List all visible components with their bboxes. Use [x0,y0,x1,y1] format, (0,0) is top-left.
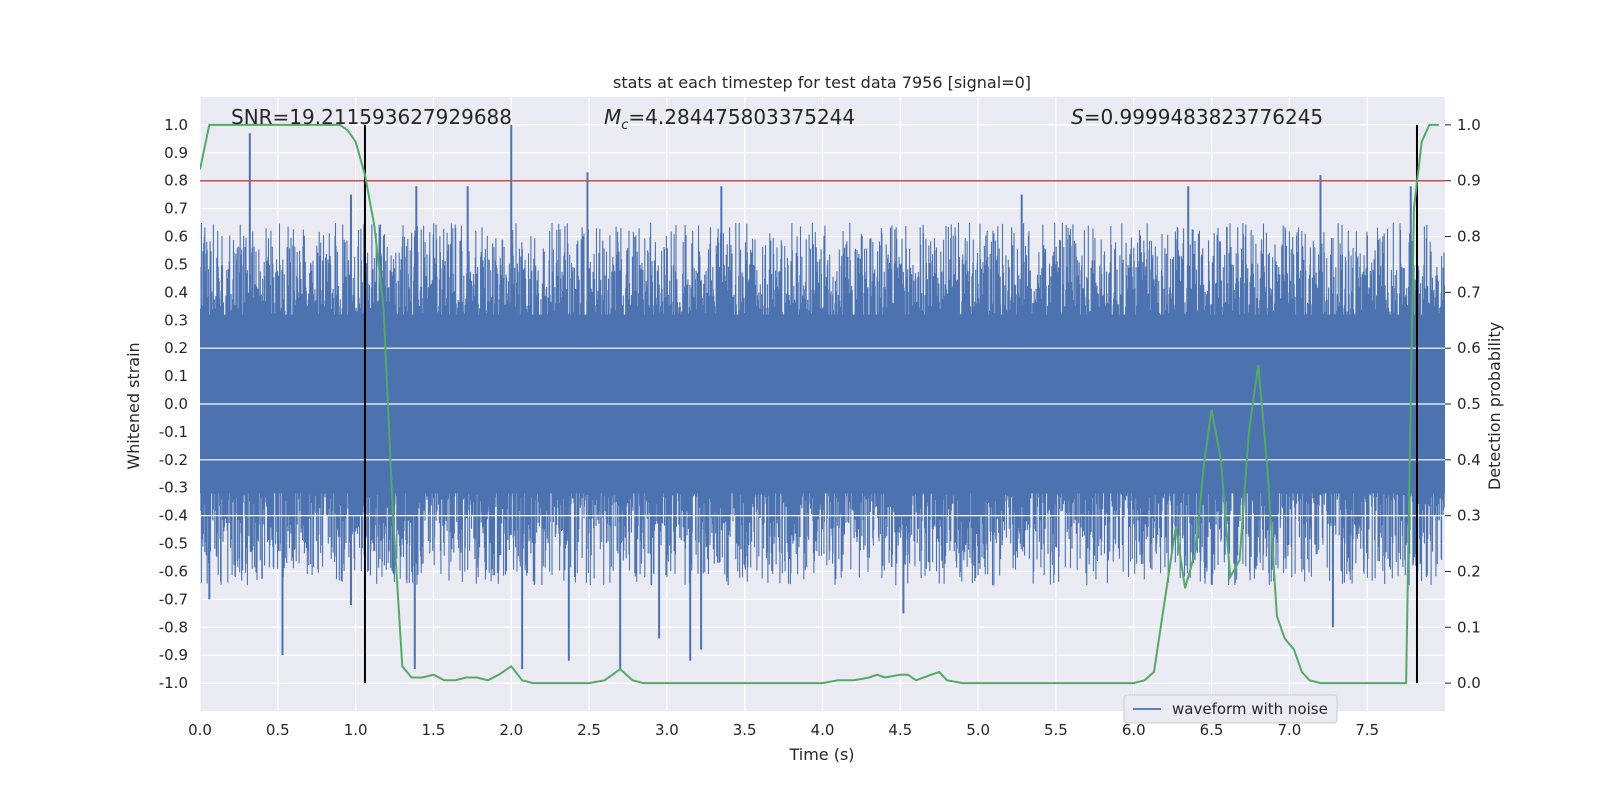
y-right-tick-label: 0.0 [1457,674,1481,692]
y-right-tick-label: 1.0 [1457,116,1481,134]
x-tick-label: 7.0 [1277,721,1301,739]
y-left-tick-label: 0.1 [164,367,188,385]
x-tick-label: 3.0 [655,721,679,739]
probability-series [200,123,1439,685]
y-right-tick-label: 0.9 [1457,172,1481,190]
legend: waveform with noise [1123,694,1338,724]
legend-box [1123,694,1338,724]
x-tick-label: 2.5 [577,721,601,739]
y-left-tick-label: 0.8 [164,172,188,190]
snr-annotation: SNR=19.211593627929688 [231,105,512,129]
x-tick-label: 1.5 [422,721,446,739]
x-axis-label: Time (s) [788,745,854,764]
y-axis-left-label: Whitened strain [124,342,143,469]
y-left-tick-label: 0.2 [164,339,188,357]
x-tick-label: 2.0 [499,721,523,739]
y-right-tick-label: 0.3 [1457,507,1481,525]
x-tick-label: 5.5 [1044,721,1068,739]
s-symbol: S [1071,105,1084,129]
x-tick-label: 3.5 [733,721,757,739]
y-right-tick-label: 0.6 [1457,339,1481,357]
y-left-tick-label: 0.5 [164,255,188,273]
y-right-tick-label: 0.2 [1457,562,1481,580]
y-left-tick-label: -0.5 [159,535,188,553]
mc-annotation: Mc=4.284475803375244 [604,105,855,133]
y-left-tick-label: -0.6 [159,562,188,580]
y-left-tick-label: -0.9 [159,646,188,664]
y-right-tick-label: 0.5 [1457,395,1481,413]
y-left-tick-label: -0.7 [159,590,188,608]
s-annotation: S=0.9999483823776245 [1071,105,1323,129]
x-tick-label: 4.5 [888,721,912,739]
y-axis-right-label: Detection probability [1485,322,1504,490]
x-tick-label: 6.5 [1200,721,1224,739]
probability-line [200,123,1439,685]
y-left-tick-label: -1.0 [159,674,188,692]
x-tick-label: 0.0 [188,721,212,739]
chart-title: stats at each timestep for test data 795… [613,73,1031,92]
y-left-tick-label: 0.6 [164,228,188,246]
y-left-tick-labels: 1.0 0.9 0.8 0.7 0.6 0.5 0.4 0.3 0.2 0.1 0.0 -0.1 -0.… [159,116,188,692]
y-right-tick-label: 0.1 [1457,618,1481,636]
y-left-tick-label: 0.7 [164,200,188,218]
x-tick-label: 6.0 [1122,721,1146,739]
legend-label: waveform with noise [1172,700,1328,718]
y-right-tick-labels: 1.0 0.9 0.8 0.7 0.6 0.5 0.4 0.3 0.2 0.1 0.0 [1445,116,1481,692]
x-tick-labels: 0.0 0.5 1.0 1.5 2.0 2.5 3.0 3.5 4.0 4.5 5.0 5.5 6.0 6… [188,721,1379,739]
mc-symbol: M [604,105,621,129]
mc-subscript: c [621,118,628,133]
x-tick-label: 7.5 [1355,721,1379,739]
y-left-tick-label: -0.2 [159,451,188,469]
y-left-tick-label: -0.3 [159,479,188,497]
x-tick-label: 1.0 [344,721,368,739]
mc-value: =4.284475803375244 [628,105,855,129]
x-tick-label: 0.5 [266,721,290,739]
y-left-tick-label: 1.0 [164,116,188,134]
x-tick-label: 5.0 [966,721,990,739]
x-tick-label: 4.0 [811,721,835,739]
s-value: =0.9999483823776245 [1084,105,1323,129]
y-left-tick-label: 0.0 [164,395,188,413]
y-left-tick-label: -0.1 [159,423,188,441]
y-left-tick-label: 0.9 [164,144,188,162]
y-left-tick-label: 0.3 [164,311,188,329]
y-right-tick-label: 0.7 [1457,283,1481,301]
y-left-tick-label: -0.8 [159,618,188,636]
y-left-tick-label: 0.4 [164,283,188,301]
y-right-tick-label: 0.4 [1457,451,1481,469]
y-left-tick-label: -0.4 [159,507,188,525]
y-right-tick-label: 0.8 [1457,228,1481,246]
reference-lines [200,124,1445,684]
